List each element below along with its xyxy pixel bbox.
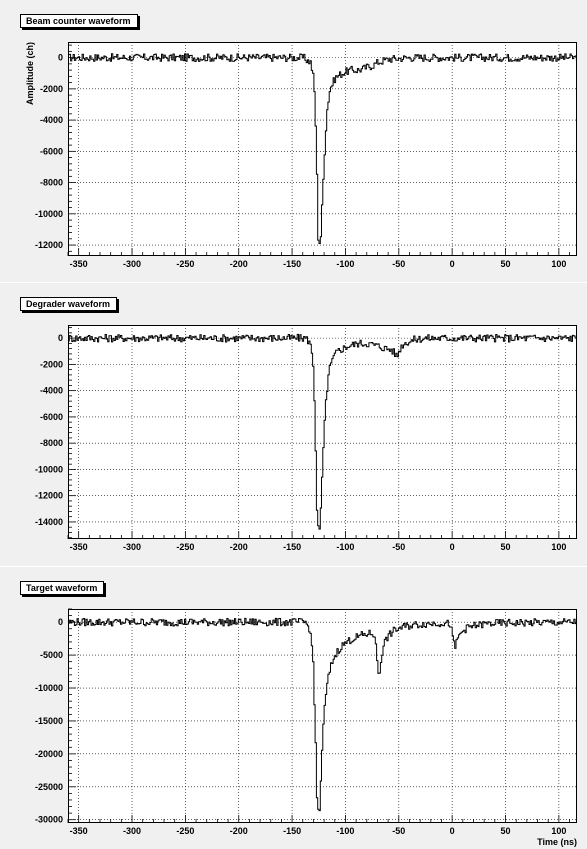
- y-tick-label: -8000: [40, 438, 63, 448]
- y-tick-label: -20000: [35, 749, 63, 759]
- x-tick-label: -50: [392, 259, 405, 269]
- chart-beam-counter: -350 -300 -250 -200 -150 -100 -50 0 50 100 0 -2000 -…: [0, 0, 587, 282]
- y-tick-label: -6000: [40, 146, 63, 156]
- waveform-line: [68, 618, 576, 810]
- y-tick-label: -2000: [40, 84, 63, 94]
- x-tick-label: 0: [450, 826, 455, 836]
- x-tick-label: -100: [336, 259, 354, 269]
- y-tick-label: -25000: [35, 782, 63, 792]
- x-tick-label: -100: [336, 826, 354, 836]
- x-tick-label: -250: [176, 542, 194, 552]
- x-tick-label: -200: [230, 542, 248, 552]
- x-tick-label: -250: [176, 826, 194, 836]
- x-tick-label: -300: [123, 826, 141, 836]
- x-tick-label: -300: [123, 542, 141, 552]
- y-tick-label: 0: [58, 617, 63, 627]
- x-tick-label: 0: [450, 259, 455, 269]
- x-tick-label: 100: [551, 826, 566, 836]
- y-tick-label: -12000: [35, 491, 63, 501]
- y-tick-label: 0: [58, 333, 63, 343]
- x-tick-label: -350: [70, 542, 88, 552]
- y-tick-label: -4000: [40, 115, 63, 125]
- x-tick-label: -150: [283, 259, 301, 269]
- y-tick-label: -5000: [40, 650, 63, 660]
- y-tick-label: 0: [58, 53, 63, 63]
- x-tick-label: 50: [500, 542, 510, 552]
- x-tick-label: 100: [551, 259, 566, 269]
- x-tick-label: -150: [283, 542, 301, 552]
- x-tick-label: -350: [70, 259, 88, 269]
- y-tick-label: -14000: [35, 517, 63, 527]
- x-axis-label: Time (ns): [537, 837, 577, 847]
- waveform-line: [68, 334, 576, 529]
- pad-beam-counter: Beam counter waveform -350 -300 -250 -200 -1…: [0, 0, 587, 282]
- x-tick-label: -150: [283, 826, 301, 836]
- x-tick-label: 100: [551, 542, 566, 552]
- x-tick-label: 50: [500, 826, 510, 836]
- y-axis-label: Amplitude (ch): [25, 42, 35, 105]
- waveform-line: [68, 54, 576, 244]
- y-tick-label: -10000: [35, 209, 63, 219]
- y-tick-label: -10000: [35, 464, 63, 474]
- y-tick-label: -10000: [35, 683, 63, 693]
- x-tick-label: -50: [392, 542, 405, 552]
- x-tick-label: -200: [230, 826, 248, 836]
- x-tick-label: -350: [70, 826, 88, 836]
- y-tick-label: -2000: [40, 359, 63, 369]
- x-tick-label: -50: [392, 826, 405, 836]
- x-tick-label: -300: [123, 259, 141, 269]
- y-tick-label: -12000: [35, 240, 63, 250]
- x-tick-label: 0: [450, 542, 455, 552]
- y-tick-label: -4000: [40, 386, 63, 396]
- x-tick-label: -250: [176, 259, 194, 269]
- y-tick-label: -15000: [35, 716, 63, 726]
- x-tick-label: -200: [230, 259, 248, 269]
- pad-degrader: Degrader waveform -350 -300 -250 -200 -150 -1…: [0, 283, 587, 566]
- y-tick-label: -30000: [35, 815, 63, 825]
- chart-target: -350 -300 -250 -200 -150 -100 -50 0 50 100 0 -5000 -…: [0, 567, 587, 849]
- chart-degrader: -350 -300 -250 -200 -150 -100 -50 0 50 100 0 -2000 -…: [0, 283, 587, 566]
- x-tick-label: 50: [500, 259, 510, 269]
- pad-target: Target waveform -350 -300 -250 -200 -150 -100…: [0, 567, 587, 849]
- y-tick-label: -6000: [40, 412, 63, 422]
- y-tick-label: -8000: [40, 178, 63, 188]
- x-tick-label: -100: [336, 542, 354, 552]
